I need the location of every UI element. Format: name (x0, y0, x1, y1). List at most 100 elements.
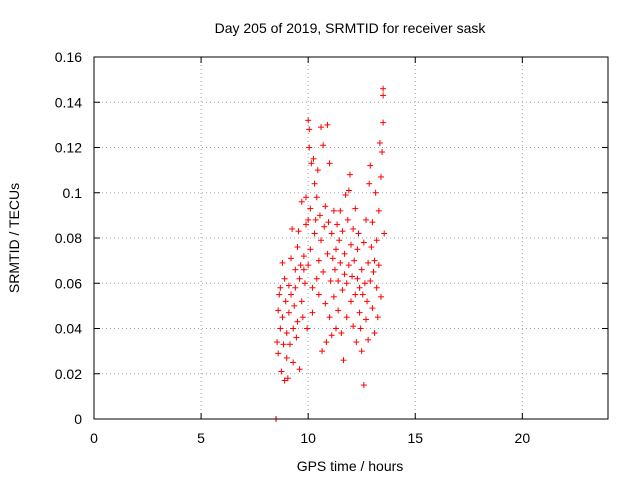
data-point (359, 291, 366, 298)
data-point (325, 219, 332, 226)
data-point (380, 119, 387, 126)
data-point (282, 298, 289, 305)
data-point (306, 126, 313, 133)
data-point (321, 223, 328, 230)
data-point (323, 339, 330, 346)
y-tick-label: 0.08 (55, 230, 82, 246)
y-tick-label: 0.04 (55, 321, 82, 337)
data-point (376, 139, 383, 146)
x-tick-label: 0 (90, 430, 98, 446)
y-tick-label: 0 (74, 411, 82, 427)
data-point (315, 257, 322, 264)
data-point (341, 271, 348, 278)
data-point (291, 302, 298, 309)
data-point (277, 284, 284, 291)
data-point (338, 330, 345, 337)
x-tick-label: 20 (515, 430, 531, 446)
data-point (327, 277, 334, 284)
data-point (326, 314, 333, 321)
data-point (288, 291, 295, 298)
data-point (307, 246, 314, 253)
data-point (296, 366, 303, 373)
y-axis-label: SRMTID / TECUs (6, 183, 22, 293)
data-point (377, 173, 384, 180)
data-point (307, 205, 314, 212)
y-tick-label: 0.06 (55, 275, 82, 291)
data-point (357, 325, 364, 332)
data-point (373, 237, 380, 244)
data-point (281, 275, 288, 282)
data-point (294, 244, 301, 251)
data-point (322, 203, 329, 210)
data-point (374, 314, 381, 321)
data-point (328, 230, 335, 237)
data-point (343, 314, 350, 321)
data-point (344, 216, 351, 223)
data-points (273, 85, 388, 422)
data-point (337, 207, 344, 214)
axis-ticks: 0 5 10 15 20 0 0.02 0.04 0.06 0.08 0.1 0.12 0.14 0.16 (55, 49, 608, 446)
data-point (348, 298, 354, 305)
data-point (292, 266, 299, 273)
data-point (284, 375, 291, 382)
data-point (290, 359, 297, 366)
data-point (380, 92, 387, 99)
data-point (348, 241, 354, 248)
data-point (305, 216, 312, 223)
data-point (316, 212, 323, 219)
data-point (295, 228, 302, 235)
y-tick-label: 0.16 (55, 49, 82, 65)
data-point (311, 180, 318, 187)
data-point (315, 291, 322, 298)
data-point (298, 198, 305, 205)
data-point (339, 228, 346, 235)
data-point (358, 348, 365, 355)
data-point (362, 316, 369, 323)
data-point (364, 298, 371, 305)
data-point (299, 314, 306, 321)
data-point (286, 341, 293, 348)
data-point (330, 207, 337, 214)
data-point (304, 325, 311, 332)
data-point (310, 155, 317, 162)
data-point (303, 194, 310, 201)
data-point (377, 293, 384, 300)
data-point (320, 142, 327, 149)
data-point (337, 259, 344, 266)
data-point (300, 266, 307, 273)
data-point (335, 307, 342, 314)
data-point (345, 262, 352, 269)
data-point (285, 309, 292, 316)
data-point (361, 280, 368, 287)
data-point (311, 230, 318, 237)
data-point (358, 266, 365, 273)
data-point (289, 225, 296, 232)
data-point (350, 225, 357, 232)
data-point (309, 309, 316, 316)
data-point (324, 121, 331, 128)
data-point (369, 219, 376, 226)
data-point (318, 237, 325, 244)
data-point (330, 293, 337, 300)
data-point (275, 350, 282, 357)
data-point (293, 334, 300, 341)
data-point (351, 257, 358, 264)
data-point (340, 357, 347, 364)
data-point (296, 275, 303, 282)
data-point (331, 266, 338, 273)
data-point (373, 284, 380, 291)
data-point (301, 280, 308, 287)
data-point (333, 325, 340, 332)
data-point (281, 377, 288, 384)
data-point (275, 307, 282, 314)
y-tick-label: 0.12 (55, 140, 82, 156)
chart-title: Day 205 of 2019, SRMTID for receiver sas… (215, 20, 487, 36)
data-point (279, 259, 286, 266)
data-point (356, 284, 363, 291)
y-tick-label: 0.14 (55, 94, 82, 110)
data-point (335, 277, 342, 284)
data-point (369, 305, 376, 312)
data-point (350, 323, 357, 330)
data-point (285, 282, 292, 289)
data-point (365, 336, 372, 343)
